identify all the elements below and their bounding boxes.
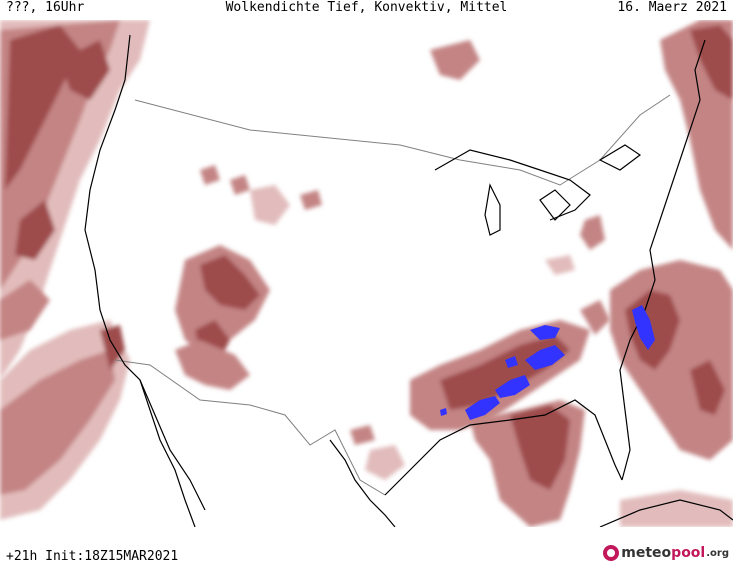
map-title: Wolkendichte Tief, Konvektiv, Mittel	[225, 0, 508, 15]
political-borders	[114, 94, 671, 496]
convective-cells-lower-mississippi	[440, 325, 565, 420]
cloud-field-northeast-canada	[430, 20, 733, 250]
forecast-time-label: ???, 16Uhr	[6, 0, 85, 15]
cloud-field-four-corners	[175, 165, 322, 390]
map-canvas	[0, 20, 733, 527]
cloud-density-map	[0, 20, 733, 527]
cloud-field-gulf-of-mexico	[350, 400, 585, 527]
convective-cells-florida-georgia	[632, 305, 655, 350]
brand-pool: pool	[671, 545, 706, 561]
cloud-field-pacific-southwest	[0, 280, 130, 520]
brand-org: .org	[706, 547, 729, 559]
cloud-field-atlantic	[610, 260, 733, 527]
brand-meteo: meteo	[621, 545, 672, 561]
meteopool-logo: meteo pool .org	[603, 545, 729, 561]
valid-date: 16. Maerz 2021	[617, 0, 727, 15]
map-header: ???, 16Uhr Wolkendichte Tief, Konvektiv,…	[0, 0, 733, 20]
meteopool-logo-icon	[603, 545, 620, 561]
cloud-field-southeast	[410, 215, 610, 430]
map-footer: +21h Init:18Z15MAR2021 meteo pool .org	[0, 527, 733, 566]
model-init-label: +21h Init:18Z15MAR2021	[6, 549, 179, 564]
coastlines	[84, 34, 733, 527]
